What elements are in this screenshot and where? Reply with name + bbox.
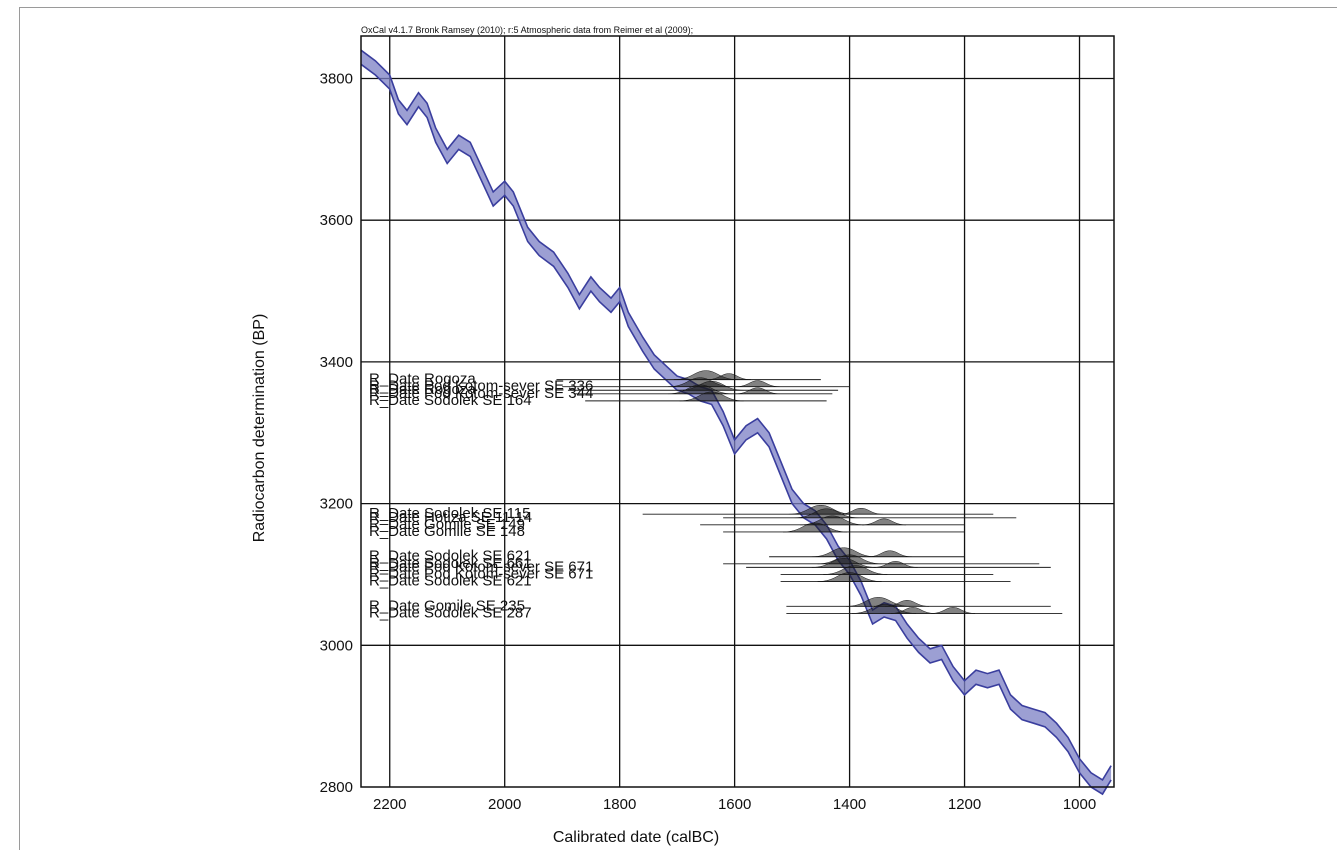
date-label: R_Date Sodolek SE 621 <box>369 573 532 590</box>
probability-hump <box>890 607 935 614</box>
date-label: R_Date Sodolek SE 621 <box>369 548 532 565</box>
probability-hump <box>794 508 859 519</box>
y-tick-label: 3600 <box>320 212 353 229</box>
calibration-curve <box>360 49 1112 796</box>
y-tick-labels: 3800 3600 3400 3200 3000 2800 <box>320 71 353 796</box>
probability-hump <box>800 515 865 526</box>
date-label: R_Date Pod Kotom-sever SE 671 <box>369 565 593 582</box>
date-label: R_Date Sodolek SE 115 <box>369 505 531 522</box>
y-tick-label: 3200 <box>320 496 353 513</box>
probability-hump <box>817 572 882 582</box>
curve-upper-edge <box>360 49 1112 782</box>
x-tick-label: 1000 <box>1063 796 1096 813</box>
probability-hump <box>867 550 912 557</box>
curve-band <box>361 50 1112 795</box>
date-distributions <box>556 370 1063 614</box>
date-label: R_Date Pod Kotom-sever SE 671 <box>369 558 593 575</box>
plot-border <box>360 35 1115 788</box>
probability-hump <box>668 384 733 395</box>
y-axis-title: Radiocarbon determination (BP) <box>251 314 268 543</box>
date-label: R_Date Pod Kotom-sever SE 344 <box>369 385 593 402</box>
probability-hump <box>823 565 888 575</box>
probability-hump <box>862 518 907 526</box>
curve-lower-edge <box>360 63 1112 796</box>
x-tick-label: 1200 <box>948 796 981 813</box>
grid-lines <box>361 36 1114 787</box>
x-tick-label: 2200 <box>373 796 406 813</box>
date-label: R_Date Sodolek SE 661 <box>369 555 532 572</box>
y-tick-label: 3000 <box>320 637 353 654</box>
x-tick-label: 2000 <box>488 796 521 813</box>
x-tick-label: 1800 <box>603 796 636 813</box>
probability-hump <box>811 547 876 557</box>
x-tick-label: 1600 <box>718 796 751 813</box>
y-tick-label: 2800 <box>320 779 353 796</box>
date-label: R_Date Hotiza SE 11-14 <box>369 509 532 526</box>
probability-hump <box>885 600 930 607</box>
probability-hump <box>811 558 876 568</box>
probability-hump <box>839 507 884 515</box>
probability-hump <box>735 387 780 395</box>
x-axis-title: Calibrated date (calBC) <box>553 829 719 846</box>
probability-hump <box>706 373 751 380</box>
x-tick-labels: 2200 2000 1800 1600 1400 1200 1000 <box>373 796 1096 813</box>
y-tick-label: 3800 <box>320 71 353 88</box>
probability-hump <box>783 522 848 533</box>
header-text: OxCal v4.1.7 Bronk Ramsey (2010); r:5 At… <box>361 25 693 35</box>
date-label: R_Date Gomile SE 148 <box>369 523 525 540</box>
y-tick-label: 3400 <box>320 354 353 371</box>
date-label: R_Date Gomile SE 235 <box>369 597 525 614</box>
probability-hump <box>679 391 744 402</box>
date-label: R_Date Gomile SE 149 <box>369 516 525 533</box>
date-label: R_Date Pod Kotom-sever SE 336 <box>369 378 593 395</box>
probability-hump <box>735 380 780 387</box>
probability-hump <box>873 561 918 568</box>
figure-frame <box>19 7 1337 850</box>
date-label: R_Date Rogoza <box>369 381 476 398</box>
x-tick-label: 1400 <box>833 796 866 813</box>
date-label: R_Date Sodolek SE 287 <box>369 604 532 621</box>
probability-hump <box>931 607 976 614</box>
date-label: R_Date Rogoza <box>369 371 476 388</box>
date-label: R_Date Sodolek SE 164 <box>369 392 532 409</box>
